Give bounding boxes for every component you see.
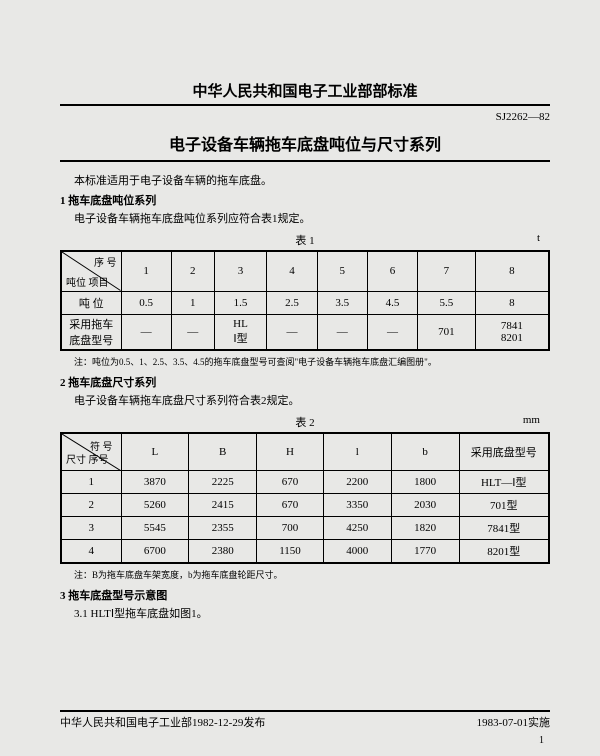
t1-cell: 1.5 <box>214 291 267 314</box>
t1-c3a: HL <box>217 318 265 330</box>
table1-label-row: 表 1 t <box>60 232 550 248</box>
t2-col: b <box>391 433 459 471</box>
t1-cell: 5.5 <box>418 291 476 314</box>
table2-unit: mm <box>523 414 540 426</box>
t2-cell: 670 <box>257 494 324 517</box>
table1-note: 注：吨位为0.5、1、2.5、3.5、4.5的拖车底盘型号可查阅"电子设备车辆拖… <box>74 355 550 368</box>
section-2-heading: 2 拖车底盘尺寸系列 <box>60 374 550 390</box>
t1-r2-lbl-b: 底盘型号 <box>64 332 119 348</box>
t1-cell: — <box>121 314 171 350</box>
t2-cell: 2380 <box>189 540 257 564</box>
t2-cell: 5545 <box>121 517 189 540</box>
t1-diag-bot: 吨位 项目 <box>66 274 109 289</box>
t1-col: 7 <box>418 251 476 291</box>
t1-col: 6 <box>367 251 417 291</box>
t2-cell: 4 <box>61 540 121 564</box>
table-row: 2 5260 2415 670 3350 2030 701型 <box>61 494 549 517</box>
footer-right: 1983-07-01实施 <box>477 714 550 730</box>
t2-cell: 1 <box>61 471 121 494</box>
section-1-heading: 1 拖车底盘吨位系列 <box>60 192 550 208</box>
t1-c8b: 8201 <box>478 332 546 344</box>
t1-col: 5 <box>317 251 367 291</box>
table2-label: 表 2 <box>295 417 314 429</box>
t1-cell: 2.5 <box>267 291 317 314</box>
t1-cell: 3.5 <box>317 291 367 314</box>
section-3-heading: 3 拖车底盘型号示意图 <box>60 587 550 603</box>
t2-cell: 3 <box>61 517 121 540</box>
section-2-text: 电子设备车辆拖车底盘尺寸系列符合表2规定。 <box>74 392 550 408</box>
t2-cell: HLT—Ⅰ型 <box>459 471 549 494</box>
t2-cell: 701型 <box>459 494 549 517</box>
t2-cell: 5260 <box>121 494 189 517</box>
t1-col: 3 <box>214 251 267 291</box>
t2-cell: 4000 <box>323 540 391 564</box>
t1-cell: 4.5 <box>367 291 417 314</box>
t2-cell: 3870 <box>121 471 189 494</box>
t1-cell: — <box>267 314 317 350</box>
t2-cell: 2415 <box>189 494 257 517</box>
t2-cell: 1800 <box>391 471 459 494</box>
t1-cell: — <box>317 314 367 350</box>
t2-cell: 1770 <box>391 540 459 564</box>
t2-cell: 2225 <box>189 471 257 494</box>
t1-r2-label: 采用拖车 底盘型号 <box>61 314 121 350</box>
t1-cell: 7841 8201 <box>475 314 549 350</box>
t1-cell: HL Ⅰ型 <box>214 314 267 350</box>
t1-col: 2 <box>171 251 214 291</box>
footer-left: 中华人民共和国电子工业部1982-12-29发布 <box>60 714 265 730</box>
table2-label-row: 表 2 mm <box>60 414 550 430</box>
table2-diag: 符 号 尺寸 序号 <box>61 433 121 471</box>
t1-r1-label: 吨 位 <box>61 291 121 314</box>
t1-cell: 701 <box>418 314 476 350</box>
standard-code: SJ2262—82 <box>60 111 550 123</box>
table1-unit: t <box>537 232 540 244</box>
table-row: 1 3870 2225 670 2200 1800 HLT—Ⅰ型 <box>61 471 549 494</box>
t1-col: 1 <box>121 251 171 291</box>
t2-cell: 2200 <box>323 471 391 494</box>
t2-col: l <box>323 433 391 471</box>
t1-cell: 8 <box>475 291 549 314</box>
t2-cell: 1820 <box>391 517 459 540</box>
t1-cell: — <box>171 314 214 350</box>
t1-r2-lbl-a: 采用拖车 <box>64 316 119 332</box>
t2-cell: 3350 <box>323 494 391 517</box>
t1-col: 8 <box>475 251 549 291</box>
t1-col: 4 <box>267 251 317 291</box>
t2-cell: 7841型 <box>459 517 549 540</box>
doc-title: 电子设备车辆拖车底盘吨位与尺寸系列 <box>60 131 550 162</box>
section-3-sub: 3.1 HLTⅠ型拖车底盘如图1。 <box>74 605 550 621</box>
table-row: 3 5545 2355 700 4250 1820 7841型 <box>61 517 549 540</box>
table2-note: 注：B为拖车底盘车架宽度，b为拖车底盘轮距尺寸。 <box>74 568 550 581</box>
t2-cell: 670 <box>257 471 324 494</box>
t2-cell: 8201型 <box>459 540 549 564</box>
t2-cell: 700 <box>257 517 324 540</box>
t1-c8a: 7841 <box>478 320 546 332</box>
t1-cell: 1 <box>171 291 214 314</box>
t2-diag-bot: 尺寸 序号 <box>66 451 109 466</box>
t2-col: 采用底盘型号 <box>459 433 549 471</box>
t1-diag-top: 序 号 <box>94 254 117 269</box>
intro-text: 本标准适用于电子设备车辆的拖车底盘。 <box>74 172 550 188</box>
t1-cell: — <box>367 314 417 350</box>
t2-cell: 2 <box>61 494 121 517</box>
t2-cell: 6700 <box>121 540 189 564</box>
table-1: 序 号 吨位 项目 1 2 3 4 5 6 7 8 吨 位 0.5 1 1.5 … <box>60 250 550 351</box>
t2-cell: 4250 <box>323 517 391 540</box>
t2-cell: 2355 <box>189 517 257 540</box>
t2-col: L <box>121 433 189 471</box>
t2-cell: 1150 <box>257 540 324 564</box>
t2-cell: 2030 <box>391 494 459 517</box>
page-number: 1 <box>539 735 544 746</box>
org-title: 中华人民共和国电子工业部部标准 <box>60 80 550 106</box>
t2-col: H <box>257 433 324 471</box>
table1-diag: 序 号 吨位 项目 <box>61 251 121 291</box>
table-2: 符 号 尺寸 序号 L B H l b 采用底盘型号 1 3870 2225 6… <box>60 432 550 565</box>
section-1-text: 电子设备车辆拖车底盘吨位系列应符合表1规定。 <box>74 210 550 226</box>
table1-label: 表 1 <box>295 235 314 247</box>
table-row: 4 6700 2380 1150 4000 1770 8201型 <box>61 540 549 564</box>
footer: 中华人民共和国电子工业部1982-12-29发布 1983-07-01实施 <box>60 710 550 730</box>
t1-c3b: Ⅰ型 <box>217 330 265 346</box>
t2-col: B <box>189 433 257 471</box>
t1-cell: 0.5 <box>121 291 171 314</box>
